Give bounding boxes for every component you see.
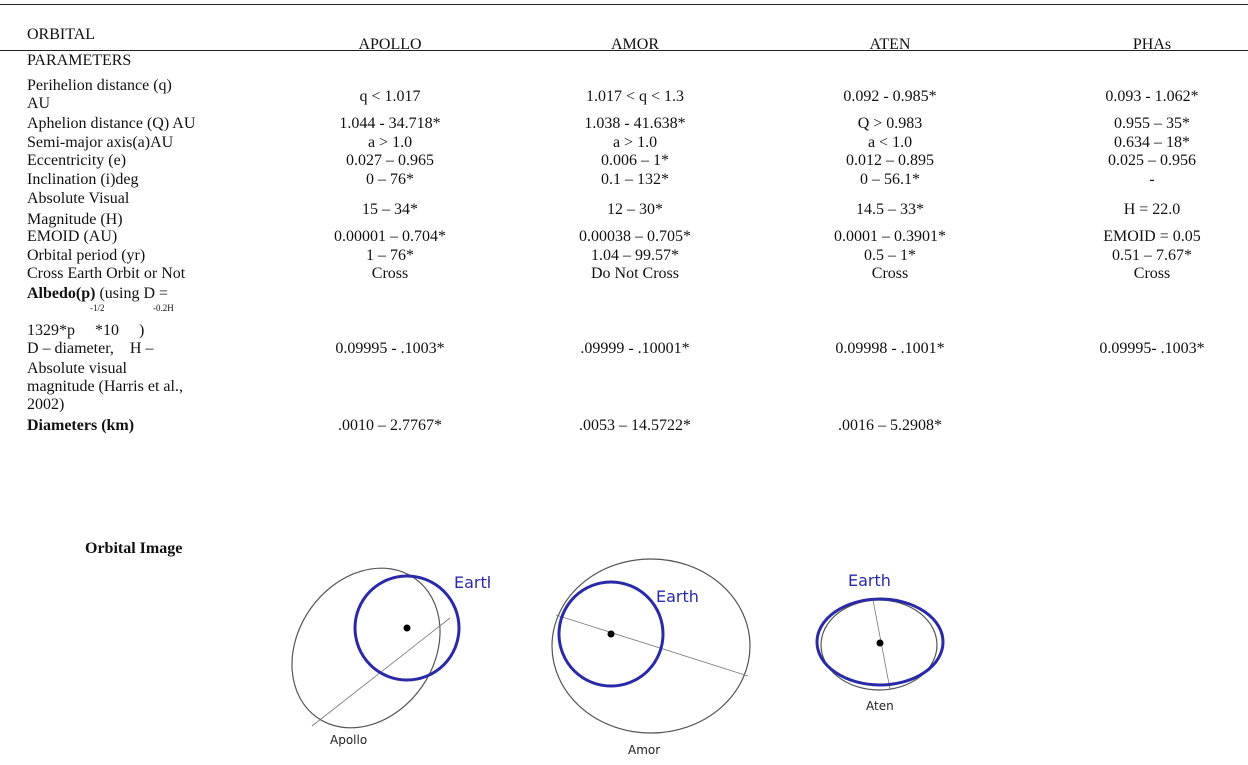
cell-inclination-amor: 0.1 – 132* <box>601 171 669 188</box>
earth-label: Earth <box>454 573 490 592</box>
cell-eccentricity-aten: 0.012 – 0.895 <box>846 152 934 169</box>
apollo-label: Apollo <box>330 733 367 747</box>
cell-inclination-apollo: 0 – 76* <box>366 171 414 188</box>
aten-label: Aten <box>866 699 894 713</box>
cell-inclination-phas: - <box>1149 171 1155 188</box>
cell-semi-major-phas: 0.634 – 18* <box>1114 134 1190 151</box>
sun-dot <box>403 624 411 632</box>
row-label-line: Magnitude (H) <box>27 211 123 228</box>
row-label-perihelion: Perihelion distance (q) AU <box>27 77 172 113</box>
row-label-line: Perihelion distance (q) <box>27 77 172 94</box>
row-label-aphelion: Aphelion distance (Q) AU <box>27 115 196 132</box>
cell-emoid-apollo: 0.00001 – 0.704* <box>334 228 446 245</box>
column-header-aten: ATEN <box>869 36 911 53</box>
cell-emoid-phas: EMOID = 0.05 <box>1103 228 1201 245</box>
cell-albedo-apollo: 0.09995 - .1003* <box>335 340 445 357</box>
cell-perihelion-amor: 1.017 < q < 1.3 <box>585 88 685 105</box>
albedo-line-5: magnitude (Harris et al., <box>27 378 183 395</box>
cell-eccentricity-apollo: 0.027 – 0.965 <box>346 152 434 169</box>
cell-cross-aten: Cross <box>871 265 909 282</box>
albedo-bold-label: Albedo(p) <box>27 285 96 302</box>
cell-period-phas: 0.51 – 7.67* <box>1112 247 1192 264</box>
cell-aphelion-aten: Q > 0.983 <box>857 115 923 132</box>
column-header-apollo: APOLLO <box>358 36 422 53</box>
row-label-eccentricity: Eccentricity (e) <box>27 152 127 169</box>
cell-magnitude-phas: H = 22.0 <box>1123 201 1181 218</box>
cell-aphelion-apollo: 1.044 - 34.718* <box>339 115 441 132</box>
cell-eccentricity-amor: 0.006 – 1* <box>601 152 669 169</box>
cell-perihelion-aten: 0.092 - 0.985* <box>843 88 937 105</box>
aten-orbit-diagram: Earth Aten <box>815 571 945 713</box>
row-label-cross-earth: Cross Earth Orbit or Not <box>27 265 186 282</box>
cell-diameter-aten: .0016 – 5.2908* <box>838 417 942 434</box>
albedo-sup-half: -1/2 <box>90 303 105 313</box>
albedo-line-3: D – diameter, H – <box>27 340 154 357</box>
amor-apse-line <box>555 614 749 677</box>
cell-magnitude-amor: 12 – 30* <box>607 201 663 218</box>
albedo-label-rest: (using D = <box>95 285 169 302</box>
column-header-amor: AMOR <box>610 36 659 53</box>
row-label-line: Absolute Visual <box>27 190 130 207</box>
cell-perihelion-apollo: q < 1.017 <box>359 88 421 105</box>
cell-period-apollo: 1 – 76* <box>366 247 414 264</box>
header-label-line1: ORBITAL <box>27 26 96 43</box>
cell-albedo-phas: 0.09995- .1003* <box>1099 340 1205 357</box>
cell-semi-major-aten: a < 1.0 <box>867 134 913 151</box>
cell-magnitude-apollo: 15 – 34* <box>362 201 418 218</box>
cell-period-amor: 1.04 – 99.57* <box>591 247 679 264</box>
cell-aphelion-amor: 1.038 - 41.638* <box>584 115 686 132</box>
cell-cross-apollo: Cross <box>371 265 409 282</box>
row-label-semi-major-axis: Semi-major axis(a)AU <box>27 134 174 151</box>
amor-orbit-diagram: Earth Amor <box>551 558 751 757</box>
earth-orbit <box>557 580 665 688</box>
row-label-orbital-period: Orbital period (yr) <box>27 247 146 264</box>
cell-diameter-apollo: .0010 – 2.7767* <box>338 417 442 434</box>
earth-label: Earth <box>848 571 891 590</box>
cell-albedo-aten: 0.09998 - .1001* <box>835 340 945 357</box>
cell-period-aten: 0.5 – 1* <box>864 247 916 264</box>
apollo-orbit <box>291 567 441 729</box>
row-label-absolute-magnitude: Absolute Visual Magnitude (H) <box>27 190 129 229</box>
cell-magnitude-aten: 14.5 – 33* <box>856 201 924 218</box>
header-rule <box>0 50 1248 51</box>
cell-cross-amor: Do Not Cross <box>590 265 679 282</box>
albedo-sup-h: -0.2H <box>153 303 174 313</box>
header-label-line2: PARAMETERS <box>27 52 132 69</box>
earth-orbit <box>815 597 945 687</box>
sun-dot <box>876 639 884 647</box>
cell-cross-phas: Cross <box>1133 265 1171 282</box>
row-label-line: AU <box>27 95 51 112</box>
cell-diameter-amor: .0053 – 14.5722* <box>579 417 691 434</box>
row-label-inclination: Inclination (i)deg <box>27 171 139 188</box>
top-rule <box>0 4 1248 5</box>
cell-perihelion-phas: 0.093 - 1.062* <box>1105 88 1199 105</box>
row-label-albedo: Albedo(p) (using D = <box>27 285 168 303</box>
earth-orbit <box>353 574 461 682</box>
albedo-formula: 1329*p *10 ) <box>27 322 145 339</box>
amor-orbit <box>551 558 751 734</box>
cell-inclination-aten: 0 – 56.1* <box>860 171 920 188</box>
cell-emoid-aten: 0.0001 – 0.3901* <box>834 228 946 245</box>
cell-emoid-amor: 0.00038 – 0.705* <box>579 228 691 245</box>
cell-semi-major-amor: a > 1.0 <box>612 134 658 151</box>
cell-eccentricity-phas: 0.025 – 0.956 <box>1108 152 1196 169</box>
apollo-orbit-diagram: Earth Apollo <box>291 567 490 747</box>
row-label-diameters: Diameters (km) <box>27 417 135 434</box>
column-header-phas: PHAs <box>1132 36 1172 53</box>
row-label-emoid: EMOID (AU) <box>27 228 118 245</box>
sun-dot <box>607 630 615 638</box>
amor-label: Amor <box>628 743 660 757</box>
cell-aphelion-phas: 0.955 – 35* <box>1114 115 1190 132</box>
albedo-line-6: 2002) <box>27 396 65 413</box>
albedo-line-4: Absolute visual <box>27 360 127 377</box>
cell-semi-major-apollo: a > 1.0 <box>367 134 413 151</box>
cell-albedo-amor: .09999 - .10001* <box>580 340 690 357</box>
row-label-orbital-image: Orbital Image <box>85 540 183 557</box>
earth-label: Earth <box>656 587 699 606</box>
